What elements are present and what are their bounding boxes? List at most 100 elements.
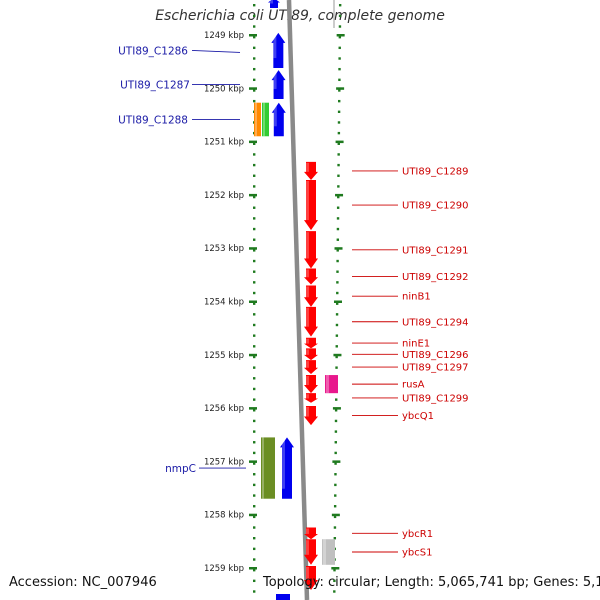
- backbone-arc: [286, 0, 310, 600]
- ruler-dot: [337, 163, 340, 167]
- ruler-dot: [253, 163, 256, 167]
- ruler-dot: [253, 249, 256, 252]
- ruler-dot: [253, 526, 256, 529]
- ruler-dots-right: [333, 4, 342, 593]
- ruler-major-tick: [333, 300, 342, 303]
- gene-highlight: [273, 71, 277, 89]
- gene-arrow-uti89_c1299: [304, 393, 318, 403]
- ruler-dot: [335, 313, 339, 316]
- gene-label-rusa: rusA: [402, 380, 425, 391]
- ruler-dot: [334, 409, 338, 412]
- ruler-dot: [336, 270, 339, 273]
- ruler-dot: [338, 99, 341, 103]
- ruler-tick-label: 1255 kbp: [204, 351, 244, 361]
- gene-highlight: [306, 361, 309, 368]
- ruler-tick-label: 1252 kbp: [204, 191, 244, 201]
- gene-label-uti89_c1286: UTI89_C1286: [118, 45, 188, 57]
- accession-text: Accession: NC_007946: [9, 575, 157, 590]
- feature-orange: [254, 102, 261, 137]
- ruler-dot: [253, 430, 256, 433]
- gene-highlight: [306, 269, 309, 278]
- ruler-dot: [333, 590, 336, 593]
- ruler-dot: [253, 515, 256, 519]
- ruler-dot: [253, 174, 256, 177]
- ruler-dot: [338, 14, 342, 18]
- gene-highlight: [306, 162, 309, 172]
- ruler-dot: [253, 291, 256, 295]
- ruler-major-tick: [249, 193, 257, 197]
- ruler-dot: [253, 494, 256, 497]
- ruler-dot: [333, 526, 337, 529]
- gene-label-uti89_c1299: UTI89_C1299: [402, 393, 469, 404]
- ruler-dot: [337, 142, 340, 145]
- gene-highlight: [273, 33, 277, 59]
- ruler-major-tick: [335, 193, 344, 197]
- ruler-dot: [336, 206, 340, 209]
- feature-highlight: [323, 539, 326, 565]
- gene-label-ybcr1: ybcR1: [402, 529, 433, 540]
- ruler-dot: [334, 494, 337, 497]
- ruler-dot: [334, 462, 337, 465]
- ruler-dot: [334, 473, 337, 476]
- ruler-dot: [338, 89, 341, 92]
- topology-text: Topology: circular; Length: 5,065,741 bp…: [263, 575, 600, 590]
- ruler-major-tick: [249, 140, 257, 144]
- ruler-dot: [336, 249, 339, 252]
- ruler-tick-label: 1249 kbp: [204, 31, 244, 41]
- gene-arrow-nmpc: [280, 437, 294, 499]
- ruler-dot: [253, 67, 256, 71]
- gene-arrow-ninb1: [304, 285, 318, 307]
- ruler-dot: [253, 185, 256, 188]
- gene-highlight: [306, 376, 309, 386]
- gene-arrow-ybcr1: [304, 527, 318, 540]
- ruler-dot: [253, 281, 256, 284]
- feature-highlight: [255, 102, 257, 137]
- ruler-dot: [253, 441, 256, 444]
- ruler-tick-label: 1250 kbp: [204, 84, 244, 94]
- gene-label-ninb1: ninB1: [402, 292, 431, 303]
- feature-highlight: [326, 375, 329, 394]
- ruler-dot: [337, 110, 341, 113]
- gene-label-uti89_c1297: UTI89_C1297: [402, 363, 469, 374]
- gene-arrow-uti89_c1296: [304, 348, 318, 361]
- feature-grey: [322, 539, 335, 565]
- ruler-dot: [334, 451, 337, 455]
- ruler-dot: [338, 35, 342, 39]
- gene-label-uti89_c1287: UTI89_C1287: [120, 80, 190, 92]
- gene-label-uti89_c1288: UTI89_C1288: [118, 114, 188, 126]
- ruler-dot: [253, 238, 256, 241]
- gene-arrow-rusa: [304, 375, 318, 394]
- ruler-dot: [253, 537, 256, 540]
- gene-leader-line: [191, 50, 241, 53]
- gene-highlight: [306, 307, 309, 327]
- gene-highlight: [306, 286, 309, 298]
- feature-magenta: [325, 375, 338, 394]
- ruler-dot: [338, 78, 341, 82]
- ruler-dot: [333, 537, 337, 540]
- ruler-dot: [335, 323, 339, 327]
- ruler-tick-label: 1258 kbp: [204, 511, 244, 521]
- ruler-major-tick: [249, 353, 257, 357]
- backbone: [286, 0, 335, 600]
- ruler-dot: [253, 206, 256, 209]
- gene-arrow-uti89_c1294: [304, 306, 318, 337]
- ruler-dot: [335, 345, 338, 348]
- ruler-major-tick: [331, 513, 340, 517]
- ruler-dot: [253, 473, 256, 476]
- ruler-dot: [334, 430, 338, 433]
- ruler-major-tick: [249, 87, 257, 90]
- gene-arrow-uti89_c1297: [304, 360, 318, 374]
- gene-arrow-uti89_c1290: [304, 179, 318, 231]
- gene-arrow-nine1: [304, 337, 318, 349]
- ruler-tick-label: 1253 kbp: [204, 244, 244, 254]
- gene-label-uti89_c1296: UTI89_C1296: [402, 350, 469, 361]
- ruler-major-tick: [249, 460, 257, 463]
- gene-arrow-ybcs1: [304, 539, 318, 565]
- ruler-dot: [336, 238, 340, 241]
- ruler-major-tick: [333, 353, 342, 357]
- ruler-dot: [334, 483, 337, 487]
- ruler-dot: [338, 46, 341, 50]
- ruler-major-tick: [249, 567, 257, 570]
- ruler-dot: [335, 334, 339, 337]
